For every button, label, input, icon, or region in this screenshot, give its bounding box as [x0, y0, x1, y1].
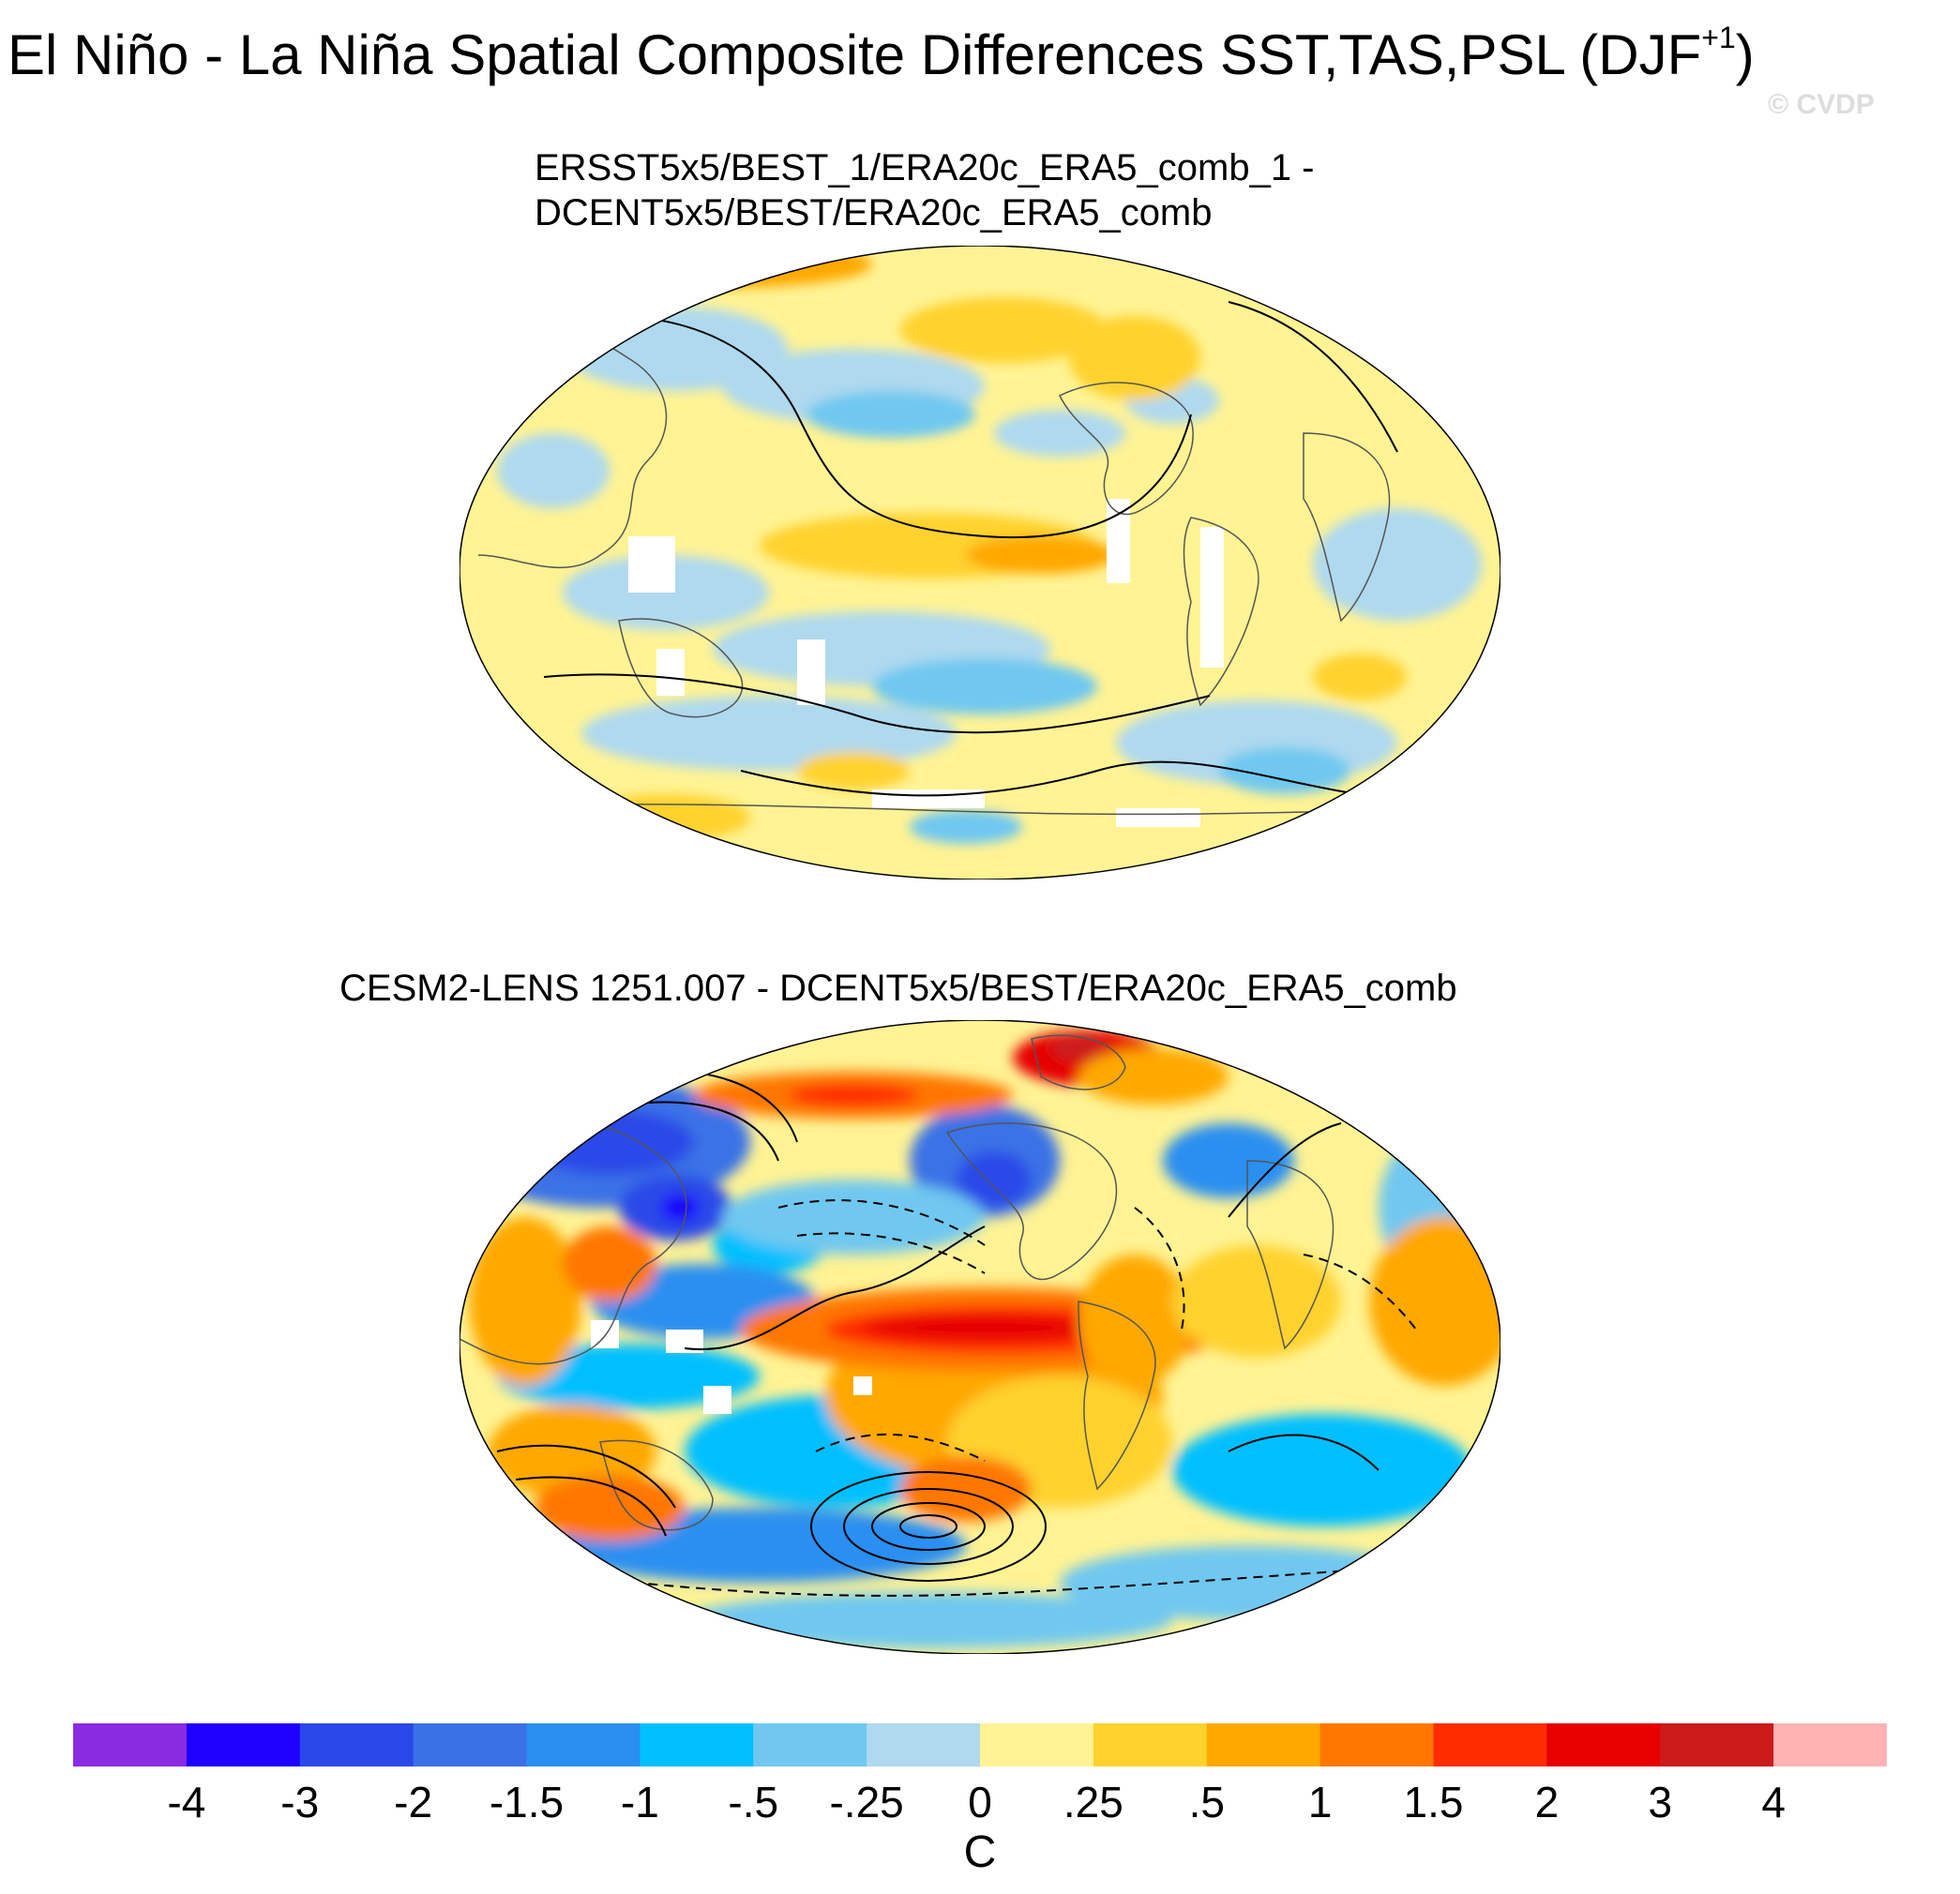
panel-2-title: CESM2-LENS 1251.007 - DCENT5x5/BEST/ERA2…: [339, 968, 1457, 1009]
colorbar-swatch: [413, 1723, 528, 1766]
panel-1-title: ERSST5x5/BEST_1/ERA20c_ERA5_comb_1 - DCE…: [535, 145, 1315, 235]
colorbar-swatch: [1206, 1723, 1321, 1766]
colorbar-swatch: [1319, 1723, 1435, 1766]
panel-1-title-line-1: ERSST5x5/BEST_1/ERA20c_ERA5_comb_1 -: [535, 147, 1315, 188]
colorbar-swatch: [980, 1723, 1094, 1766]
colorbar-swatch: [867, 1723, 981, 1766]
colorbar-tick-label: 4: [1761, 1778, 1786, 1826]
colorbar-swatch: [1660, 1723, 1774, 1766]
colorbar-swatch: [1773, 1723, 1887, 1766]
colorbar-tick-label: 1: [1307, 1778, 1333, 1826]
colorbar-tick-label: -.5: [728, 1778, 779, 1826]
panel-1-field: [460, 246, 1500, 879]
colorbar-tick-label: .25: [1063, 1778, 1123, 1826]
figure-title: El Niño - La Niña Spatial Composite Diff…: [8, 21, 1755, 86]
cvdp-watermark: © CVDP: [1768, 89, 1875, 120]
colorbar-tick-label: 3: [1648, 1778, 1673, 1826]
colorbar-swatch: [186, 1723, 301, 1766]
colorbar-swatch: [1093, 1723, 1208, 1766]
panel-2-map: [460, 1020, 1500, 1654]
colorbar-tick-label: -.25: [829, 1778, 904, 1826]
colorbar-tick-label: -2: [394, 1778, 433, 1826]
colorbar-swatch: [1433, 1723, 1547, 1766]
colorbar-swatch: [526, 1723, 641, 1766]
colorbar: [73, 1723, 1887, 1766]
colorbar-swatch: [640, 1723, 754, 1766]
colorbar-tick-label: 2: [1534, 1778, 1560, 1826]
colorbar-tick-label: -1: [620, 1778, 659, 1826]
colorbar-tick-label: 0: [968, 1778, 992, 1826]
colorbar-swatch: [753, 1723, 867, 1766]
colorbar-tick-label: .5: [1188, 1778, 1225, 1826]
colorbar-swatch: [299, 1723, 415, 1766]
colorbar-tick-label: -3: [280, 1778, 320, 1826]
panel-2-field: [460, 1020, 1500, 1654]
colorbar-unit-label: C: [963, 1827, 997, 1877]
panel-1-title-line-2: DCENT5x5/BEST/ERA20c_ERA5_comb: [535, 192, 1213, 233]
colorbar-tick-label: -4: [167, 1778, 206, 1826]
colorbar-swatch: [73, 1723, 188, 1766]
panel-1-map: [460, 246, 1500, 879]
colorbar-tick-label: 1.5: [1403, 1778, 1464, 1826]
colorbar-tick-label: -1.5: [489, 1778, 565, 1826]
colorbar-swatch: [1546, 1723, 1661, 1766]
